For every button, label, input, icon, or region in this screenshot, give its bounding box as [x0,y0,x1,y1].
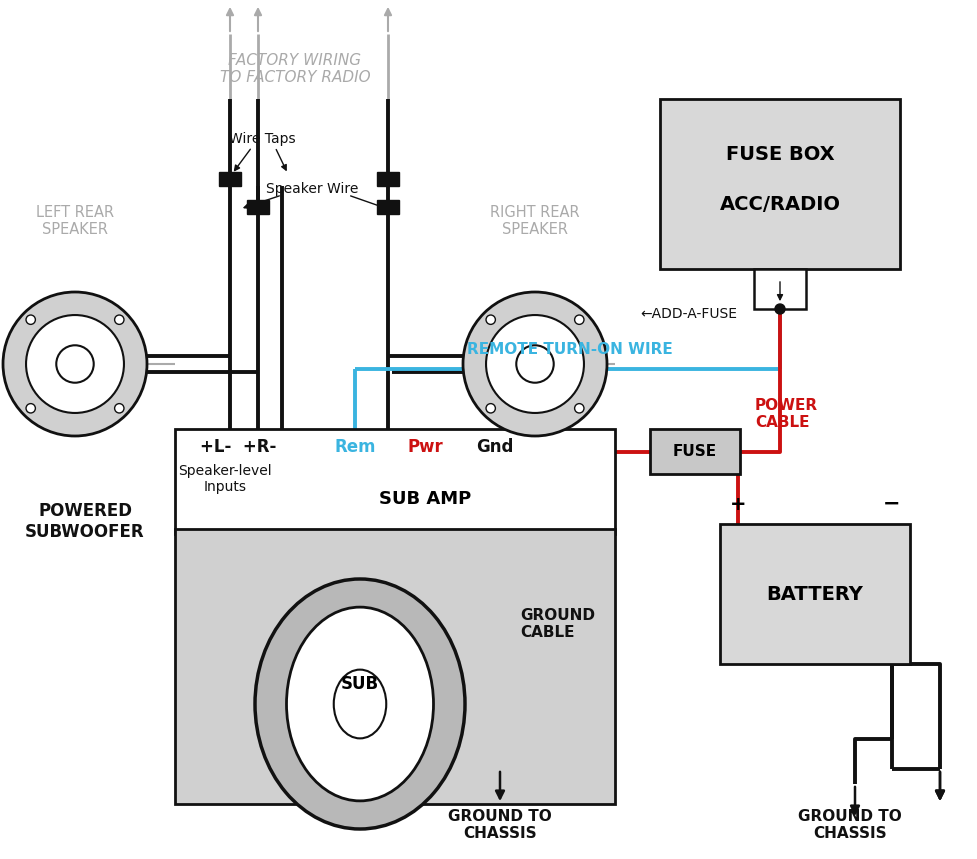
Bar [659,99,899,269]
Circle shape [114,404,124,413]
Bar [219,172,240,186]
Text: GROUND TO
CHASSIS: GROUND TO CHASSIS [447,809,551,842]
Text: GROUND
CABLE: GROUND CABLE [520,608,594,640]
Text: REMOTE TURN-ON WIRE: REMOTE TURN-ON WIRE [467,342,672,356]
Text: Speaker Wire: Speaker Wire [266,182,358,196]
Circle shape [26,315,124,413]
Text: Pwr: Pwr [406,438,443,456]
Text: RIGHT REAR
SPEAKER: RIGHT REAR SPEAKER [489,204,579,237]
Circle shape [486,315,583,413]
Text: FUSE BOX: FUSE BOX [725,144,833,163]
Text: LEFT REAR
SPEAKER: LEFT REAR SPEAKER [36,204,114,237]
Text: GROUND TO
CHASSIS: GROUND TO CHASSIS [797,809,901,842]
Text: +: + [729,495,745,514]
Circle shape [486,404,495,413]
Bar [719,524,909,664]
Text: Rem: Rem [334,438,375,456]
Text: ACC/RADIO: ACC/RADIO [719,194,839,214]
Text: SUB: SUB [341,675,379,693]
Text: Gnd: Gnd [476,438,513,456]
Bar [376,200,399,214]
Circle shape [57,345,94,383]
Circle shape [26,315,35,325]
Ellipse shape [333,670,386,739]
Circle shape [516,345,553,383]
Circle shape [3,292,147,436]
Circle shape [486,315,495,325]
Text: +L-  +R-: +L- +R- [199,438,276,456]
Bar [753,269,805,309]
Text: BATTERY: BATTERY [766,584,863,604]
Bar [376,172,399,186]
Text: POWER
CABLE: POWER CABLE [754,398,818,430]
Text: −: − [882,494,900,514]
Circle shape [26,404,35,413]
Text: Speaker-level
Inputs: Speaker-level Inputs [178,464,272,494]
Text: FUSE: FUSE [672,444,716,459]
Bar [175,529,615,804]
Ellipse shape [286,607,433,801]
Circle shape [462,292,607,436]
Bar [175,429,615,534]
Text: POWERED
SUBWOOFER: POWERED SUBWOOFER [25,503,145,541]
Text: FACTORY WIRING
TO FACTORY RADIO: FACTORY WIRING TO FACTORY RADIO [220,52,370,85]
Text: Wire Taps: Wire Taps [229,132,295,146]
Text: ←ADD-A-FUSE: ←ADD-A-FUSE [639,307,737,321]
Circle shape [574,404,583,413]
Bar [650,429,740,474]
Text: SUB AMP: SUB AMP [378,490,471,508]
Circle shape [774,304,785,314]
Circle shape [114,315,124,325]
Bar [247,200,269,214]
Ellipse shape [255,579,464,829]
Circle shape [574,315,583,325]
